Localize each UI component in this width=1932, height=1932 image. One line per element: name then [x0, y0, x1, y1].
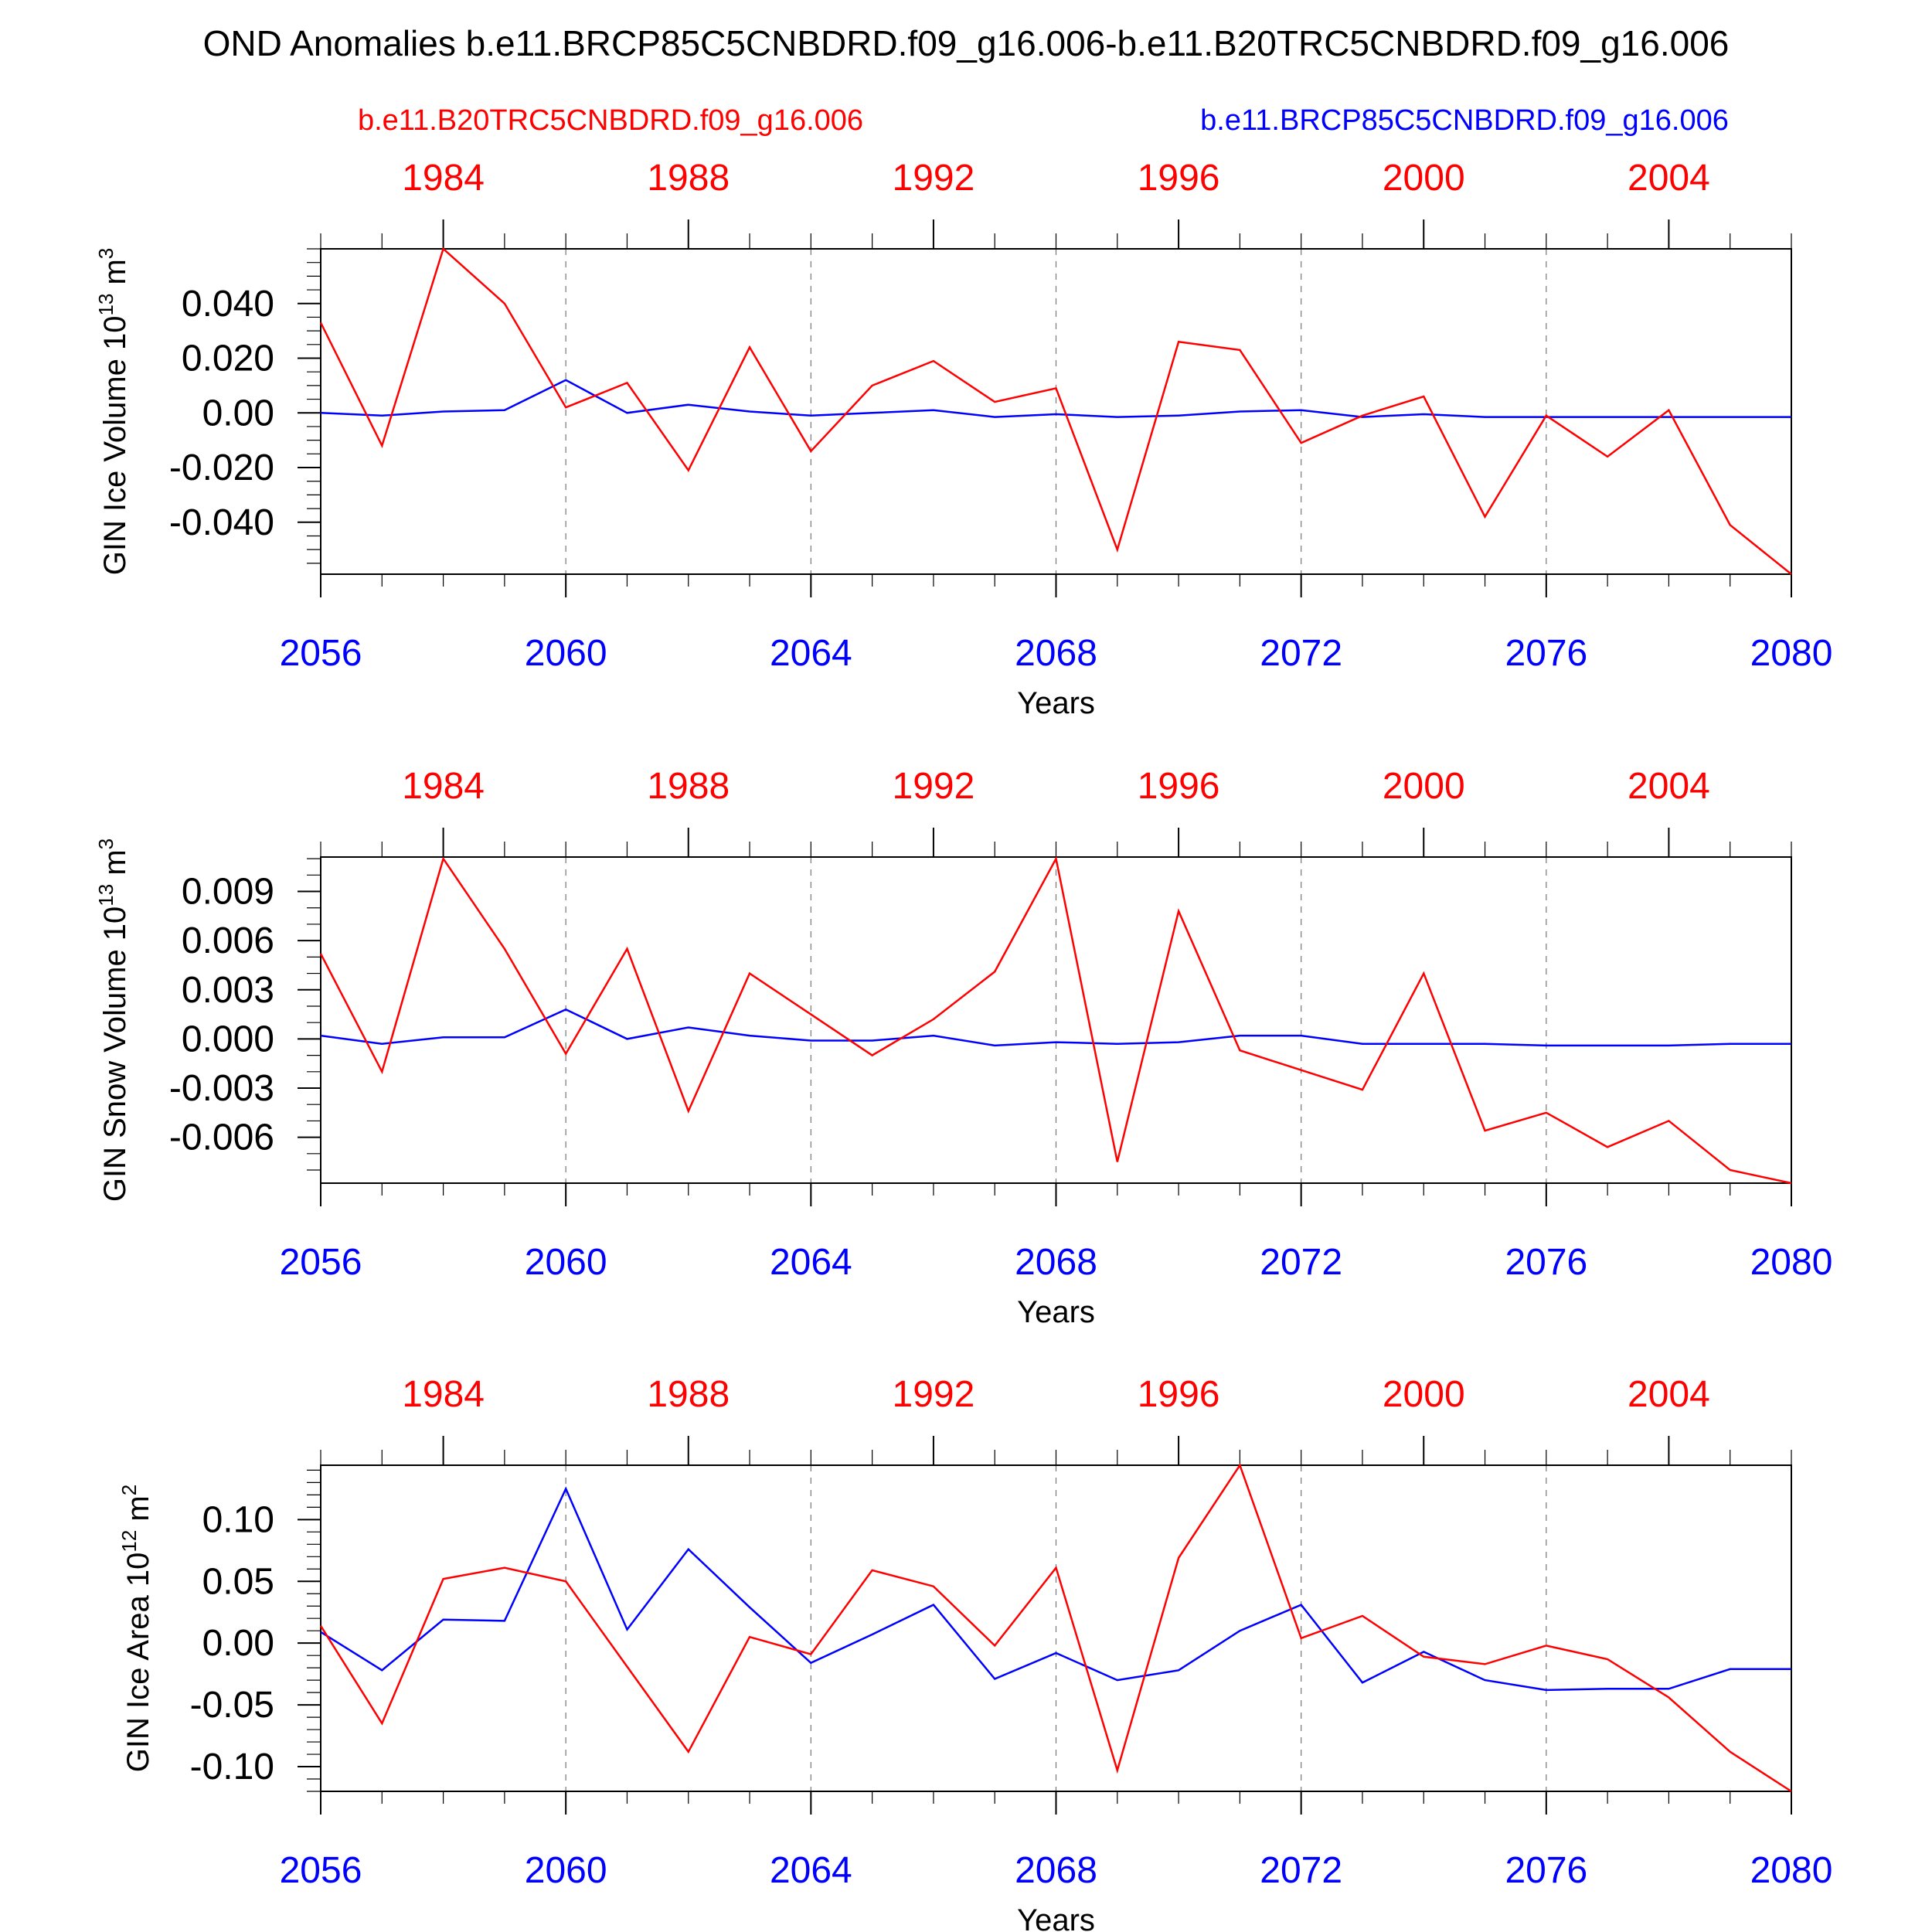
x-tick-label-top: 2000	[1383, 766, 1465, 807]
y-tick-label: 0.020	[182, 338, 274, 379]
x-tick-label-top: 1992	[893, 766, 975, 807]
x-tick-label-top: 1996	[1138, 766, 1220, 807]
x-axis-label: Years	[1017, 1295, 1095, 1329]
x-tick-label-top: 1992	[893, 1374, 975, 1415]
x-tick-label-top: 2000	[1383, 158, 1465, 199]
y-tick-label: 0.009	[182, 872, 274, 913]
panel-2: 2056 2060 2064 2068 2072 2076 2080 Years 1984 198…	[94, 766, 1832, 1329]
x-tick-label-bottom: 2068	[1015, 1850, 1097, 1891]
y-tick-label: 0.05	[202, 1561, 274, 1602]
x-tick-label-top: 1984	[402, 158, 485, 199]
x-tick-label-top: 1988	[647, 766, 730, 807]
x-tick-label-top: 1984	[402, 766, 485, 807]
y-axis-label: GIN Snow Volume 1013 m3	[94, 838, 132, 1202]
x-tick-label-bottom: 2056	[280, 1242, 362, 1283]
y-tick-label: 0.000	[182, 1019, 274, 1060]
x-tick-label-bottom: 2080	[1750, 1850, 1833, 1891]
x-tick-label-bottom: 2056	[280, 1850, 362, 1891]
x-tick-label-bottom: 2076	[1505, 1850, 1587, 1891]
figure-title: OND Anomalies b.e11.BRCP85C5CNBDRD.f09_g…	[203, 23, 1730, 63]
x-tick-label-bottom: 2072	[1260, 1242, 1342, 1283]
x-tick-label-bottom: 2076	[1505, 1242, 1587, 1283]
x-tick-label-top: 1996	[1138, 1374, 1220, 1415]
y-tick-label: 0.10	[202, 1499, 274, 1540]
legend-red-label: b.e11.B20TRC5CNBDRD.f09_g16.006	[358, 104, 863, 137]
x-tick-label-top: 2004	[1628, 158, 1710, 199]
y-tick-label: -0.040	[169, 502, 274, 543]
y-tick-label: 0.040	[182, 284, 274, 325]
series-line-blue	[320, 1486, 1791, 1692]
y-axis-label: GIN Ice Volume 1013 m3	[94, 248, 132, 576]
x-tick-label-top: 1988	[647, 158, 730, 199]
x-tick-label-top: 1988	[647, 1374, 730, 1415]
x-tick-label-top: 2000	[1383, 1374, 1465, 1415]
y-tick-label: -0.10	[190, 1747, 274, 1787]
y-tick-label: 0.00	[202, 393, 274, 434]
series-line-red	[319, 1463, 1792, 1793]
x-tick-label-bottom: 2080	[1750, 1242, 1833, 1283]
y-tick-label: -0.020	[169, 447, 274, 488]
x-tick-label-bottom: 2064	[770, 1850, 852, 1891]
x-tick-label-bottom: 2072	[1260, 1850, 1342, 1891]
x-tick-label-bottom: 2060	[525, 1242, 607, 1283]
y-tick-label: -0.05	[190, 1685, 274, 1726]
series-line-blue	[320, 1008, 1791, 1047]
x-tick-label-bottom: 2076	[1505, 633, 1587, 674]
x-tick-label-bottom: 2072	[1260, 633, 1342, 674]
y-tick-label: -0.003	[169, 1068, 274, 1109]
x-tick-label-top: 1984	[402, 1374, 485, 1415]
x-tick-label-bottom: 2068	[1015, 1242, 1097, 1283]
x-tick-label-bottom: 2064	[770, 1242, 852, 1283]
x-axis-label: Years	[1017, 1903, 1095, 1932]
y-axis-label: GIN Ice Area 1012 m2	[117, 1485, 155, 1772]
x-tick-label-top: 1992	[893, 158, 975, 199]
series-line-red	[319, 247, 1792, 575]
legend-blue-label: b.e11.BRCP85C5CNBDRD.f09_g16.006	[1200, 104, 1729, 137]
x-axis-label: Years	[1017, 686, 1095, 720]
y-tick-label: 0.006	[182, 920, 274, 961]
x-tick-label-top: 2004	[1628, 1374, 1710, 1415]
x-tick-label-bottom: 2080	[1750, 633, 1833, 674]
x-tick-label-bottom: 2060	[525, 633, 607, 674]
x-tick-label-bottom: 2068	[1015, 633, 1097, 674]
series-line-red	[319, 855, 1792, 1185]
y-tick-label: 0.003	[182, 970, 274, 1011]
x-tick-label-bottom: 2064	[770, 633, 852, 674]
x-tick-label-top: 1996	[1138, 158, 1220, 199]
x-tick-label-bottom: 2060	[525, 1850, 607, 1891]
y-tick-label: -0.006	[169, 1117, 274, 1158]
panel-1: 2056 2060 2064 2068 2072 2076 2080 Years 1984 198…	[94, 158, 1832, 720]
x-tick-label-bottom: 2056	[280, 633, 362, 674]
x-tick-label-top: 2004	[1628, 766, 1710, 807]
y-tick-label: 0.00	[202, 1623, 274, 1664]
panel-3: 2056 2060 2064 2068 2072 2076 2080 Years 1984 198…	[117, 1374, 1832, 1932]
